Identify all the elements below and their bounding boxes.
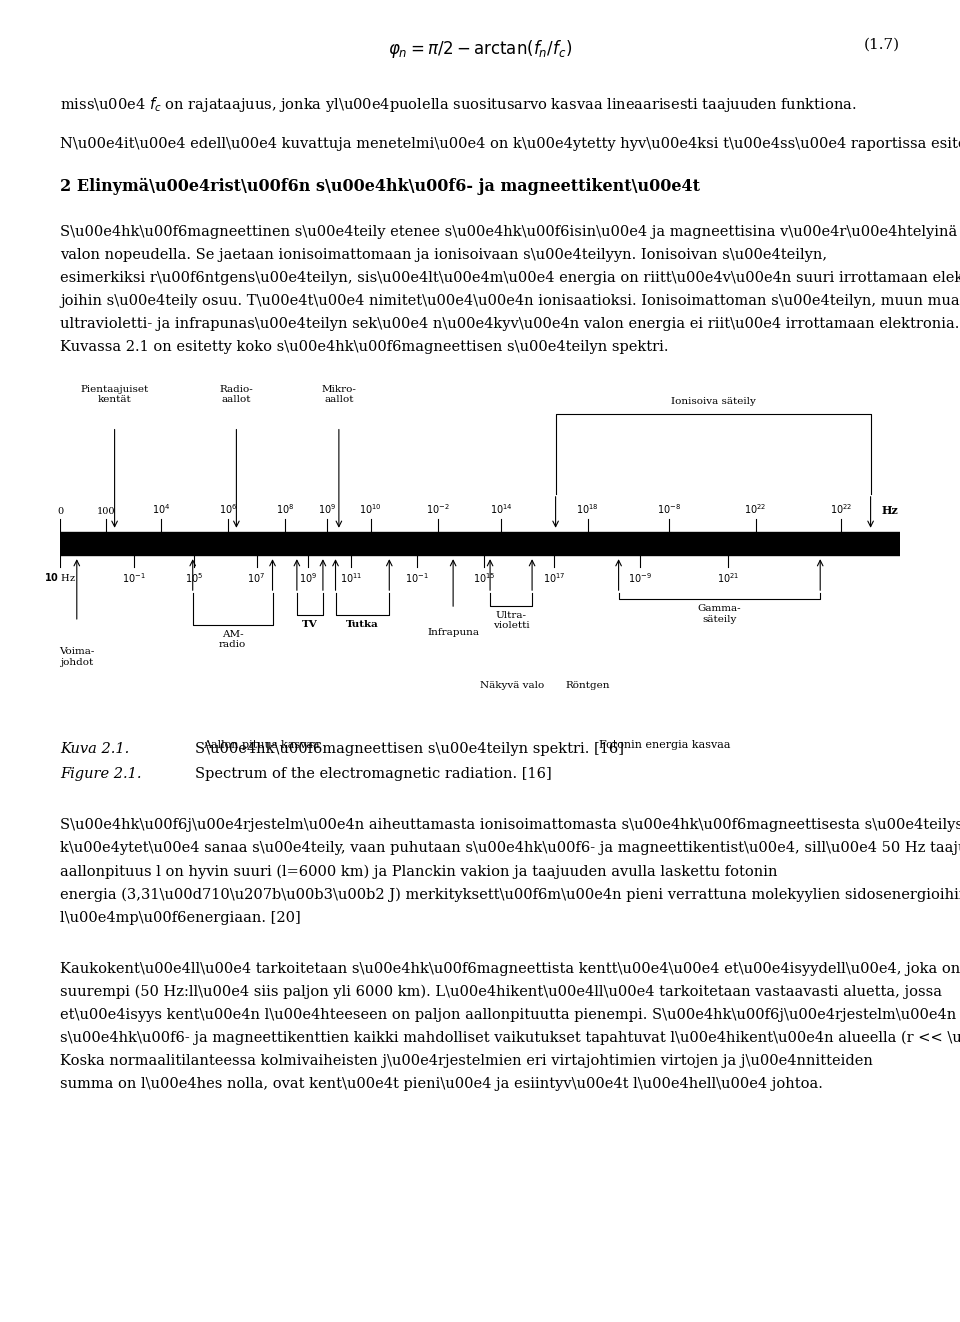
Text: Spectrum of the electromagnetic radiation. [16]: Spectrum of the electromagnetic radiatio… bbox=[195, 767, 552, 781]
Text: $10^{-9}$: $10^{-9}$ bbox=[628, 571, 652, 586]
Text: $10^{22}$: $10^{22}$ bbox=[830, 502, 852, 516]
Text: TV: TV bbox=[302, 620, 318, 629]
Text: Fotonin energia kasvaa: Fotonin energia kasvaa bbox=[599, 740, 731, 751]
Text: Tutka: Tutka bbox=[346, 620, 379, 629]
Text: energia (3,31\u00d710\u207b\u00b3\u00b2 J) merkityksett\u00f6m\u00e4n pieni verr: energia (3,31\u00d710\u207b\u00b3\u00b2 … bbox=[60, 887, 960, 902]
Text: $10^8$: $10^8$ bbox=[276, 502, 295, 516]
Text: $10^7$: $10^7$ bbox=[248, 571, 266, 586]
Text: Gamma-
säteily: Gamma- säteily bbox=[698, 604, 741, 624]
Text: 0: 0 bbox=[57, 506, 63, 516]
Text: $10^6$: $10^6$ bbox=[219, 502, 237, 516]
Text: $10^{11}$: $10^{11}$ bbox=[340, 571, 363, 586]
Text: $10^{22}$: $10^{22}$ bbox=[744, 502, 767, 516]
Text: joihin s\u00e4teily osuu. T\u00e4t\u00e4 nimitet\u00e4\u00e4n ionisaatioksi. Ion: joihin s\u00e4teily osuu. T\u00e4t\u00e4… bbox=[60, 293, 960, 308]
Text: N\u00e4it\u00e4 edell\u00e4 kuvattuja menetelmi\u00e4 on k\u00e4ytetty hyv\u00e4: N\u00e4it\u00e4 edell\u00e4 kuvattuja me… bbox=[60, 136, 960, 151]
Text: S\u00e4hk\u00f6magneettisen s\u00e4teilyn spektri. [16]: S\u00e4hk\u00f6magneettisen s\u00e4teily… bbox=[195, 742, 624, 756]
Text: miss\u00e4 $f_c$ on rajataajuus, jonka yl\u00e4puolella suositusarvo kasvaa line: miss\u00e4 $f_c$ on rajataajuus, jonka y… bbox=[60, 95, 856, 114]
Text: $10^{-2}$: $10^{-2}$ bbox=[426, 502, 450, 516]
Text: Ionisoiva säteily: Ionisoiva säteily bbox=[671, 397, 756, 406]
Text: AM-
radio: AM- radio bbox=[219, 629, 247, 649]
Text: S\u00e4hk\u00f6magneettinen s\u00e4teily etenee s\u00e4hk\u00f6isin\u00e4 ja mag: S\u00e4hk\u00f6magneettinen s\u00e4teily… bbox=[60, 225, 960, 238]
Text: Röntgen: Röntgen bbox=[565, 681, 610, 690]
Text: Näkyvä valo: Näkyvä valo bbox=[480, 681, 544, 690]
Text: ultravioletti- ja infrapunas\u00e4teilyn sek\u00e4 n\u00e4kyv\u00e4n valon energ: ultravioletti- ja infrapunas\u00e4teilyn… bbox=[60, 317, 960, 330]
Text: suurempi (50 Hz:ll\u00e4 siis paljon yli 6000 km). L\u00e4hikent\u00e4ll\u00e4 t: suurempi (50 Hz:ll\u00e4 siis paljon yli… bbox=[60, 985, 942, 999]
Text: Voima-
johdot: Voima- johdot bbox=[60, 648, 94, 666]
Text: $10^{14}$: $10^{14}$ bbox=[490, 502, 513, 516]
Bar bbox=[60, 533, 900, 555]
Text: $10^{15}$: $10^{15}$ bbox=[473, 571, 495, 586]
Text: $\mathbf{10}$ Hz: $\mathbf{10}$ Hz bbox=[44, 571, 76, 583]
Text: Kuva 2.1.: Kuva 2.1. bbox=[60, 742, 130, 756]
Text: Kuvassa 2.1 on esitetty koko s\u00e4hk\u00f6magneettisen s\u00e4teilyn spektri.: Kuvassa 2.1 on esitetty koko s\u00e4hk\u… bbox=[60, 340, 668, 354]
Text: S\u00e4hk\u00f6j\u00e4rjestelm\u00e4n aiheuttamasta ionisoimattomasta s\u00e4hk\: S\u00e4hk\u00f6j\u00e4rjestelm\u00e4n ai… bbox=[60, 818, 960, 833]
Text: Ultra-
violetti: Ultra- violetti bbox=[492, 611, 529, 631]
Text: Mikro-
aallot: Mikro- aallot bbox=[322, 385, 356, 405]
Text: (1.7): (1.7) bbox=[864, 38, 900, 52]
Text: 2 Elinymä\u00e4rist\u00f6n s\u00e4hk\u00f6- ja magneettikent\u00e4t: 2 Elinymä\u00e4rist\u00f6n s\u00e4hk\u00… bbox=[60, 178, 700, 196]
Text: $10^4$: $10^4$ bbox=[152, 502, 170, 516]
Text: Kaukokent\u00e4ll\u00e4 tarkoitetaan s\u00e4hk\u00f6magneettista kentt\u00e4\u00: Kaukokent\u00e4ll\u00e4 tarkoitetaan s\u… bbox=[60, 961, 960, 976]
Text: 100: 100 bbox=[97, 506, 115, 516]
Text: $10^{21}$: $10^{21}$ bbox=[716, 571, 739, 586]
Text: $10^{18}$: $10^{18}$ bbox=[576, 502, 599, 516]
Text: $10^9$: $10^9$ bbox=[299, 571, 317, 586]
Text: $10^{17}$: $10^{17}$ bbox=[542, 571, 565, 586]
Text: $\varphi_n = \pi/2 - \arctan(f_n / f_c)$: $\varphi_n = \pi/2 - \arctan(f_n / f_c)$ bbox=[388, 38, 572, 59]
Text: summa on l\u00e4hes nolla, ovat kent\u00e4t pieni\u00e4 ja esiintyv\u00e4t l\u00: summa on l\u00e4hes nolla, ovat kent\u00… bbox=[60, 1077, 823, 1092]
Text: $10^{-1}$: $10^{-1}$ bbox=[405, 571, 429, 586]
Text: $10^9$: $10^9$ bbox=[318, 502, 336, 516]
Text: $10^5$: $10^5$ bbox=[185, 571, 204, 586]
Text: $10^{-8}$: $10^{-8}$ bbox=[657, 502, 681, 516]
Text: Aallon pituus kasvaa: Aallon pituus kasvaa bbox=[204, 740, 320, 751]
Text: Radio-
aallot: Radio- aallot bbox=[220, 385, 253, 405]
Text: k\u00e4ytet\u00e4 sanaa s\u00e4teily, vaan puhutaan s\u00e4hk\u00f6- ja magneett: k\u00e4ytet\u00e4 sanaa s\u00e4teily, va… bbox=[60, 841, 960, 855]
Text: Hz: Hz bbox=[881, 505, 899, 516]
Text: l\u00e4mp\u00f6energiaan. [20]: l\u00e4mp\u00f6energiaan. [20] bbox=[60, 911, 300, 925]
Text: valon nopeudella. Se jaetaan ionisoimattomaan ja ionisoivaan s\u00e4teilyyn. Ion: valon nopeudella. Se jaetaan ionisoimatt… bbox=[60, 247, 828, 262]
Text: $10^{10}$: $10^{10}$ bbox=[359, 502, 382, 516]
Text: esimerkiksi r\u00f6ntgens\u00e4teilyn, sis\u00e4lt\u00e4m\u00e4 energia on riitt: esimerkiksi r\u00f6ntgens\u00e4teilyn, s… bbox=[60, 271, 960, 284]
Text: Figure 2.1.: Figure 2.1. bbox=[60, 767, 141, 781]
Text: Infrapuna: Infrapuna bbox=[427, 628, 479, 637]
Text: Pientaajuiset
kentät: Pientaajuiset kentät bbox=[81, 385, 149, 405]
Text: et\u00e4isyys kent\u00e4n l\u00e4hteeseen on paljon aallonpituutta pienempi. S\u: et\u00e4isyys kent\u00e4n l\u00e4hteesee… bbox=[60, 1007, 960, 1022]
Text: Koska normaalitilanteessa kolmivaiheisten j\u00e4rjestelmien eri virtajohtimien : Koska normaalitilanteessa kolmivaiheiste… bbox=[60, 1054, 873, 1068]
Text: s\u00e4hk\u00f6- ja magneettikenttien kaikki mahdolliset vaikutukset tapahtuvat : s\u00e4hk\u00f6- ja magneettikenttien ka… bbox=[60, 1031, 960, 1046]
Text: aallonpituus l on hyvin suuri (l=6000 km) ja Planckin vakion ja taajuuden avulla: aallonpituus l on hyvin suuri (l=6000 km… bbox=[60, 865, 778, 879]
Text: $10^{-1}$: $10^{-1}$ bbox=[122, 571, 146, 586]
